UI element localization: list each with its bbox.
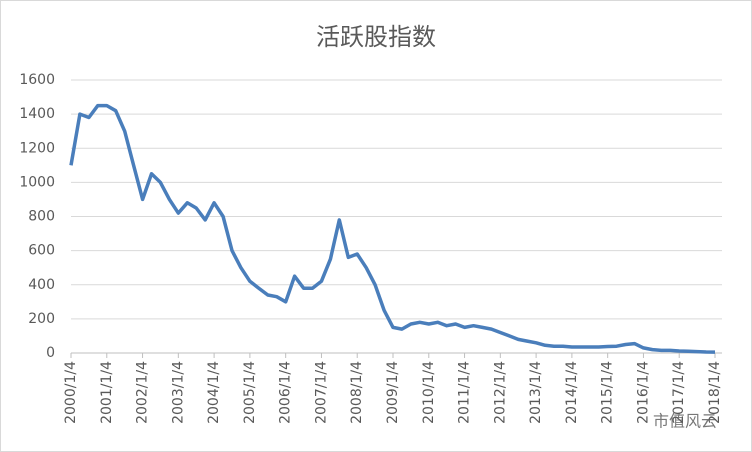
y-tick-label: 400 [28, 277, 55, 293]
x-tick-label: 2010/1/4 [421, 361, 437, 424]
y-tick-label: 200 [28, 311, 55, 327]
x-tick-label: 2015/1/4 [600, 361, 616, 424]
x-tick-label: 2016/1/4 [635, 361, 651, 424]
y-tick-label: 600 [28, 243, 55, 259]
x-tick-label: 2012/1/4 [492, 361, 508, 424]
y-tick-label: 1600 [19, 72, 55, 88]
x-tick-label: 2008/1/4 [349, 361, 365, 424]
x-tick-label: 2007/1/4 [313, 361, 329, 424]
watermark: 市值风云 [653, 412, 717, 431]
x-tick-label: 2005/1/4 [242, 361, 258, 424]
x-tick-label: 2009/1/4 [385, 361, 401, 424]
y-tick-label: 1400 [19, 106, 55, 122]
data-line [69, 103, 716, 354]
chart-title: 活跃股指数 [316, 23, 436, 51]
y-tick-label: 1200 [19, 140, 55, 156]
x-tick-label: 2018/1/4 [707, 361, 723, 424]
x-tick-label: 2013/1/4 [528, 361, 544, 424]
x-tick-label: 2003/1/4 [170, 361, 186, 424]
x-tick-label: 2004/1/4 [206, 361, 222, 424]
x-tick-label: 2017/1/4 [671, 361, 687, 424]
y-tick-label: 0 [46, 345, 55, 361]
x-tick-label: 2000/1/4 [63, 361, 79, 424]
x-tick-label: 2006/1/4 [278, 361, 294, 424]
x-tick-label: 2002/1/4 [135, 361, 151, 424]
x-tick-label: 2011/1/4 [457, 361, 473, 424]
x-tick-label: 2014/1/4 [564, 361, 580, 424]
y-tick-label: 1000 [19, 174, 55, 190]
x-tick-label: 2001/1/4 [99, 361, 115, 424]
y-tick-label: 800 [28, 209, 55, 225]
